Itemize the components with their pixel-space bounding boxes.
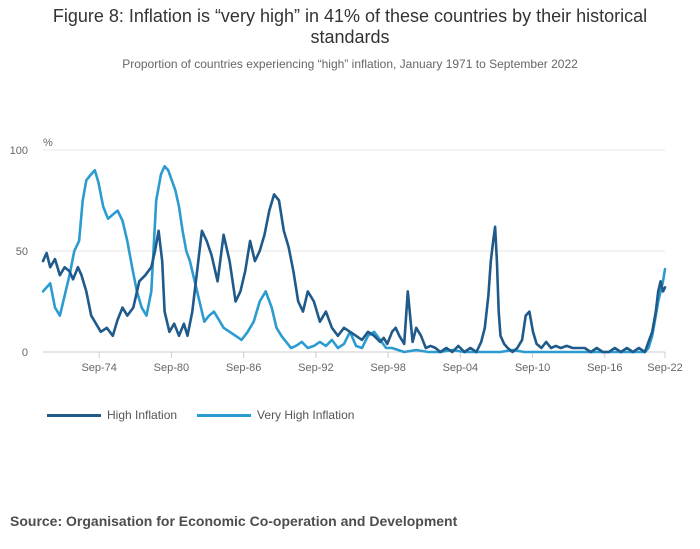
legend-swatch-very-high-inflation	[197, 413, 252, 417]
x-tick-label: Sep-98	[370, 362, 405, 374]
chart-title-line1: Figure 8: Inflation is “very high” in 41…	[52, 6, 648, 26]
x-tick-label: Sep-10	[515, 362, 550, 374]
x-tick-label: Sep-22	[647, 362, 682, 374]
series-line-high-inflation	[41, 193, 667, 354]
legend: High Inflation Very High Inflation	[47, 408, 374, 422]
legend-label-very-high-inflation: Very High Inflation	[257, 408, 355, 422]
series-lines	[41, 164, 667, 354]
source-note: Source: Organisation for Economic Co-ope…	[10, 513, 458, 529]
series-line-very-high-inflation	[41, 164, 667, 354]
legend-label-high-inflation: High Inflation	[107, 408, 178, 422]
gridlines	[43, 149, 665, 252]
legend-item-very-high-inflation[interactable]: Very High Inflation	[197, 408, 354, 422]
y-axis-label: %	[43, 137, 53, 149]
x-tick-label: Sep-74	[81, 362, 116, 374]
chart-title-line2: standards	[310, 27, 390, 47]
y-tick-label-0: 0	[22, 347, 28, 359]
y-tick-label-100: 100	[10, 145, 28, 157]
legend-swatch-high-inflation	[47, 413, 101, 417]
x-tick-label: Sep-80	[154, 362, 189, 374]
chart-subtitle: Proportion of countries experiencing “hi…	[122, 57, 578, 71]
chart-title: Figure 8: Inflation is “very high” in 41…	[0, 6, 700, 48]
y-axis-ticks: 0 50 100%	[10, 137, 53, 359]
x-tick-label: Sep-92	[298, 362, 333, 374]
y-tick-label-50: 50	[16, 246, 28, 258]
x-axis: Sep-74 Sep-80 Sep-86 Sep-92 Sep-98 Sep-04 Sep-…	[43, 351, 683, 374]
legend-item-high-inflation[interactable]: High Inflation	[47, 408, 177, 422]
x-tick-label: Sep-16	[587, 362, 622, 374]
x-tick-label: Sep-04	[443, 362, 478, 374]
x-tick-label: Sep-86	[226, 362, 261, 374]
